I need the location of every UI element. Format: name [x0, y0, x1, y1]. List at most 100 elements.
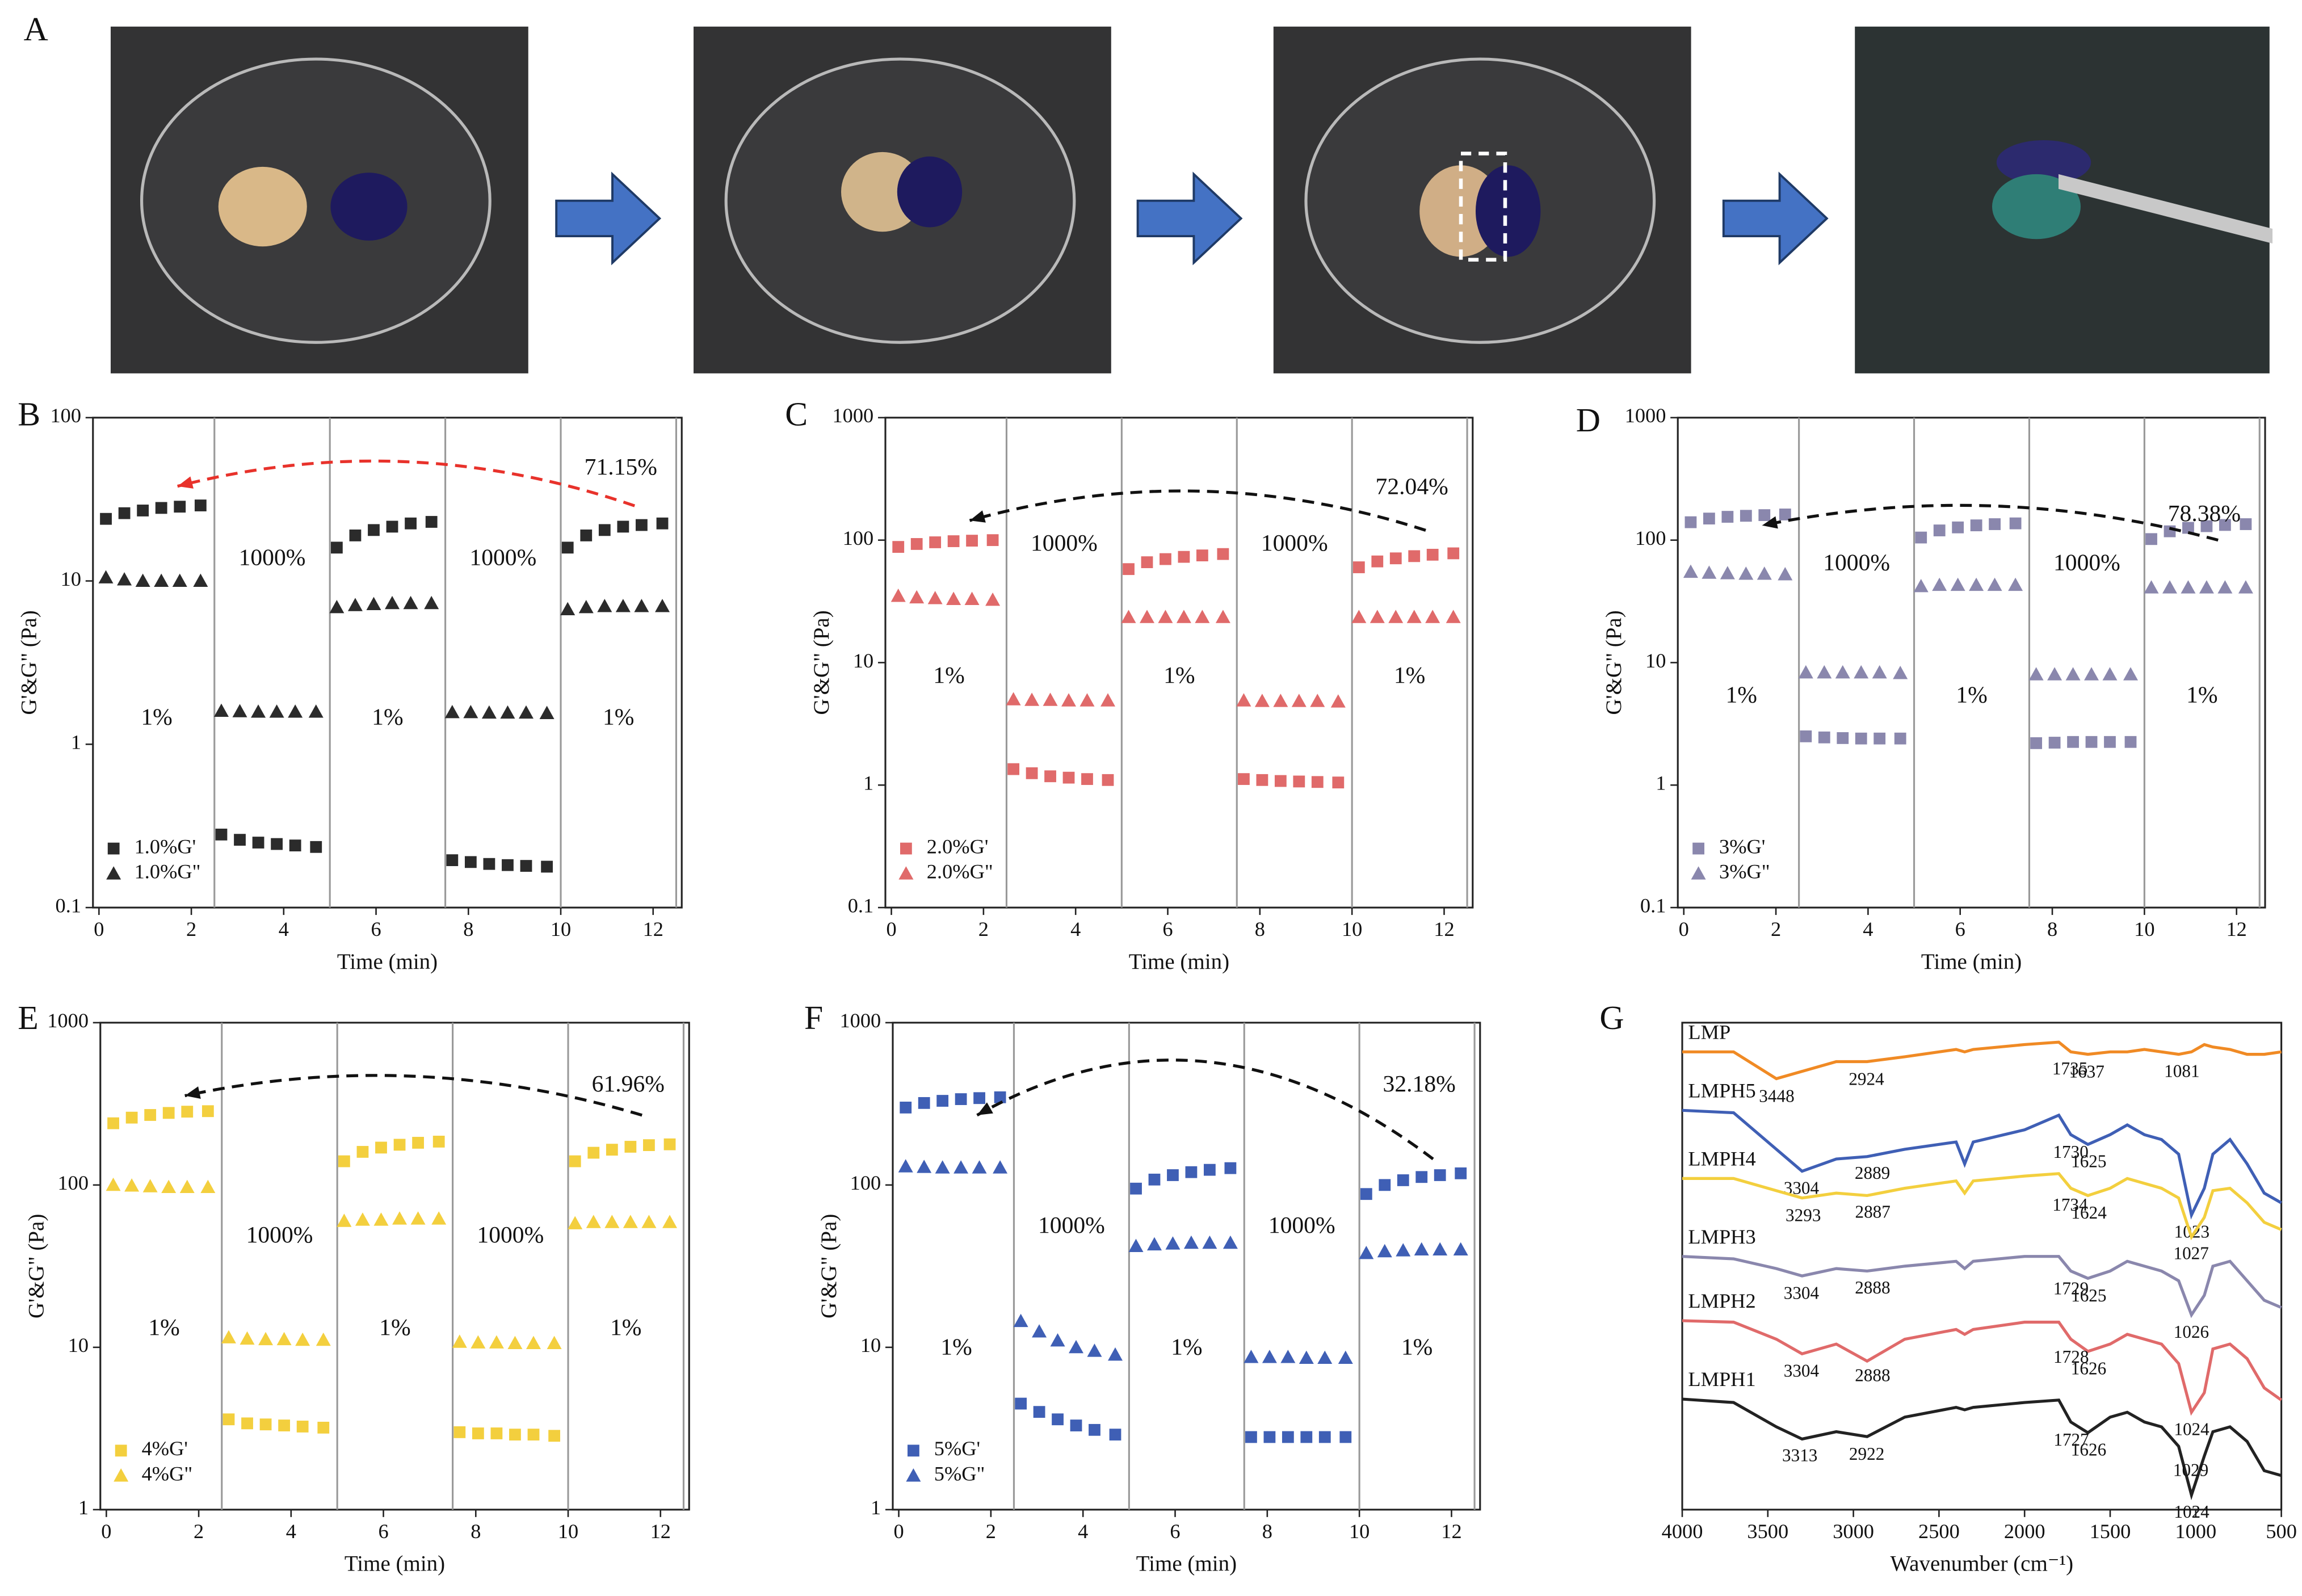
recovery-arrow: [969, 489, 1426, 532]
panel-label: F: [804, 999, 823, 1036]
marker: [606, 1144, 618, 1156]
x-tick-label: 2: [194, 1520, 204, 1543]
marker: [1855, 732, 1867, 745]
marker: [1388, 610, 1404, 623]
marker: [1371, 555, 1384, 568]
peak-label: 2889: [1855, 1163, 1890, 1183]
gel: [330, 173, 408, 241]
annotation: 1%: [1401, 1333, 1433, 1359]
arrows: [555, 171, 1829, 266]
marker: [1185, 1166, 1198, 1178]
marker: [241, 1417, 253, 1430]
marker: [1351, 610, 1367, 623]
peak-label: 1625: [2071, 1152, 2106, 1171]
x-tick-label: 2: [186, 918, 196, 940]
marker: [527, 1429, 540, 1441]
x-tick-label: 4: [1863, 918, 1873, 940]
arrow-head: [184, 1086, 201, 1099]
marker: [1685, 516, 1697, 528]
x-tick-label: 10: [2134, 918, 2154, 940]
marker: [1160, 553, 1171, 565]
marker: [1339, 1431, 1352, 1443]
marker: [2009, 517, 2022, 530]
x-tick-label: 4: [1078, 1520, 1088, 1543]
peak-label: 1026: [2174, 1322, 2209, 1342]
spectrum: [1682, 1108, 2282, 1220]
marker: [2104, 736, 2116, 748]
y-tick-label: 1: [863, 772, 873, 795]
y-tick-label: 10: [1645, 649, 1666, 672]
marker: [154, 573, 169, 587]
y-tick-label: 0.1: [848, 894, 873, 917]
spectrum: [1682, 1319, 2283, 1416]
marker: [1176, 610, 1191, 623]
marker: [578, 599, 594, 614]
marker: [1121, 610, 1136, 623]
marker: [1447, 547, 1460, 560]
legend-label: 5%G': [934, 1437, 980, 1460]
marker: [373, 1212, 389, 1226]
x-tick-label: 12: [643, 918, 663, 940]
y-tick-label: 10: [860, 1334, 881, 1356]
x-tick-label: 4: [1070, 918, 1081, 940]
marker: [1798, 665, 1813, 679]
marker: [580, 529, 593, 541]
marker: [1379, 1179, 1391, 1191]
marker: [1370, 610, 1385, 623]
marker: [1291, 694, 1307, 707]
marker: [310, 841, 322, 853]
marker: [179, 1179, 195, 1194]
panel-label: E: [18, 999, 39, 1036]
x-tick-label: 10: [551, 918, 571, 940]
marker: [1224, 1162, 1237, 1174]
marker: [410, 1211, 426, 1225]
marker: [1100, 693, 1116, 707]
marker: [194, 499, 207, 511]
x-axis-label: Wavenumber (cm⁻¹): [1891, 1552, 2074, 1576]
marker: [483, 858, 495, 870]
marker: [221, 1330, 236, 1343]
annotation: 1000%: [1268, 1212, 1335, 1238]
marker: [1433, 1242, 1448, 1256]
peak-label: 1024: [2174, 1502, 2209, 1522]
x-tick-label: 4: [279, 918, 289, 940]
annotation: 1%: [372, 703, 403, 729]
marker: [1238, 773, 1250, 786]
marker: [1311, 776, 1324, 788]
marker: [2240, 518, 2252, 530]
marker: [278, 1419, 291, 1431]
series-label: LMPH3: [1688, 1225, 1755, 1248]
x-tick-label: 8: [463, 918, 473, 940]
annotation: 1000%: [1823, 549, 1890, 575]
marker: [953, 1160, 969, 1174]
marker: [1778, 567, 1793, 581]
gel: [1996, 140, 2091, 185]
marker: [385, 595, 400, 610]
annotation: 1%: [1163, 662, 1195, 688]
peak-label: 2924: [1849, 1069, 1884, 1089]
x-tick-label: 12: [650, 1520, 671, 1543]
marker: [1913, 578, 1929, 593]
marker: [1310, 694, 1325, 707]
x-tick-label: 12: [2226, 918, 2246, 940]
arrow: [1136, 171, 1243, 266]
marker: [107, 1117, 119, 1129]
marker: [125, 1111, 138, 1124]
y-tick-label: 0.1: [56, 894, 81, 917]
marker: [392, 1211, 408, 1225]
marker: [662, 1215, 678, 1228]
marker: [509, 1429, 521, 1441]
marker: [947, 535, 960, 547]
annotation: 1%: [2186, 681, 2217, 707]
plot-frame: [99, 1022, 690, 1511]
peak-label: 1624: [2071, 1203, 2107, 1223]
marker: [1217, 548, 1229, 560]
marker: [1970, 519, 1982, 532]
marker: [624, 1141, 637, 1153]
marker: [201, 1105, 214, 1118]
annotation: 1000%: [477, 1221, 544, 1248]
marker: [106, 866, 121, 880]
annotation: 1000%: [1261, 530, 1328, 556]
marker: [993, 1160, 1008, 1174]
